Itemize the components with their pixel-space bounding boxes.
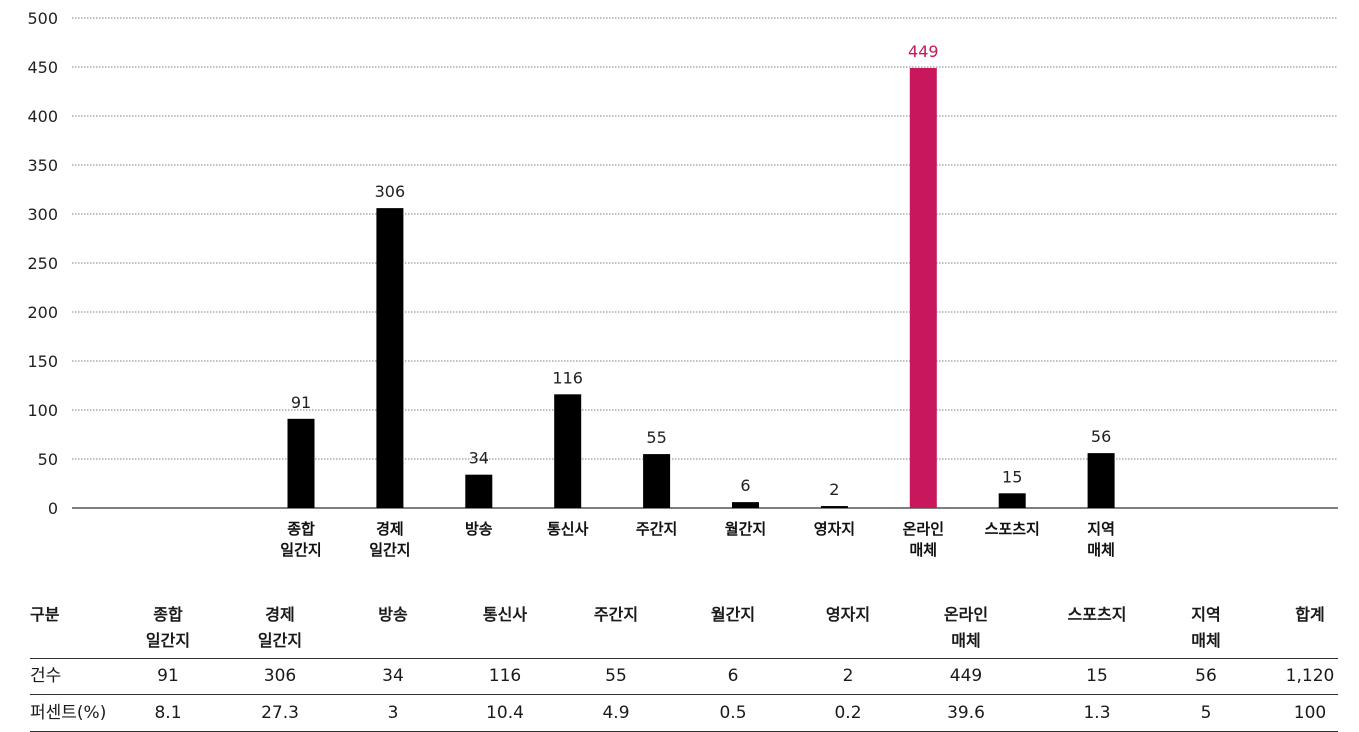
table-header-cell: 통신사	[482, 605, 528, 624]
data-label: 2	[829, 480, 839, 499]
table-cell: 3	[387, 703, 399, 723]
x-tick-label: 주간지	[636, 520, 677, 538]
table-cell: 2	[842, 666, 854, 686]
x-tick-label: 방송	[465, 520, 493, 538]
y-tick-label: 350	[27, 156, 58, 175]
x-tick-label: 경제 일간지	[369, 520, 410, 559]
value-labels: 91 306 34 116 55 6 2 449 15 56	[291, 42, 1111, 499]
table-cell: 100	[1293, 703, 1327, 723]
table-header-cell: 스포츠지	[1067, 605, 1127, 624]
y-tick-label: 50	[38, 450, 58, 469]
x-tick-label: 스포츠지	[985, 520, 1040, 538]
table-cell: 39.6	[947, 703, 985, 723]
table-cell: 1.3	[1083, 703, 1111, 723]
y-tick-label: 500	[27, 9, 58, 28]
y-tick-label: 150	[27, 352, 58, 371]
y-axis: 0 50 100 150 200 250 300 350 400 450 500	[27, 9, 58, 518]
y-tick-label: 200	[27, 303, 58, 322]
bar	[465, 474, 493, 508]
table-cell: 55	[605, 666, 627, 686]
y-tick-label: 100	[27, 401, 58, 420]
bar	[732, 502, 759, 508]
bars	[287, 67, 1115, 508]
table-cell: 449	[949, 666, 983, 686]
x-tick-label: 종합 일간지	[280, 520, 321, 559]
bar	[287, 418, 315, 508]
table-cell: 27.3	[261, 703, 299, 723]
data-label: 55	[646, 428, 666, 447]
data-label: 15	[1002, 467, 1022, 486]
y-tick-label: 300	[27, 205, 58, 224]
table-header-cell: 종합 일간지	[145, 605, 191, 650]
bar	[820, 506, 848, 508]
table-cell: 34	[382, 666, 404, 686]
table-cell: 0.5	[719, 703, 747, 723]
table-cell: 건수	[30, 666, 62, 686]
y-tick-label: 400	[27, 107, 58, 126]
table-cell: 15	[1086, 666, 1108, 686]
table-rule	[30, 694, 1338, 695]
x-tick-label: 통신사	[547, 520, 589, 538]
table-header-cell: 합계	[1295, 605, 1325, 624]
bar-chart: 0 50 100 150 200 250 300 350 400 450 500 91 306 34 11…	[27, 9, 1338, 559]
table-header-cell: 영자지	[825, 605, 871, 624]
data-label: 6	[740, 476, 750, 495]
data-label: 34	[469, 449, 489, 468]
table-cell: 116	[488, 666, 522, 686]
table-cell: 4.9	[602, 703, 630, 723]
bar	[998, 493, 1026, 508]
bar	[1087, 453, 1115, 508]
x-tick-label: 온라인 매체	[903, 520, 944, 559]
data-label: 91	[291, 393, 311, 412]
table-header-cell: 방송	[378, 605, 408, 624]
bar	[643, 454, 671, 508]
bar	[554, 394, 582, 508]
y-tick-label: 0	[48, 499, 58, 518]
x-tick-label: 지역 매체	[1087, 520, 1115, 559]
table-header-cell: 구분	[30, 605, 60, 624]
table-cell: 1,120	[1285, 666, 1335, 686]
y-tick-label: 250	[27, 254, 58, 273]
table-header-cell: 경제 일간지	[257, 605, 303, 650]
x-tick-label: 영자지	[814, 520, 855, 538]
table-header-cell: 월간지	[710, 605, 756, 624]
grid-lines	[72, 17, 1338, 509]
x-tick-label: 월간지	[725, 520, 766, 538]
table-cell: 6	[727, 666, 739, 686]
table-rule	[30, 658, 1338, 659]
data-label: 116	[552, 368, 583, 387]
data-label: 449	[908, 42, 939, 61]
y-tick-label: 450	[27, 58, 58, 77]
data-label: 56	[1091, 427, 1111, 446]
x-axis: 종합 일간지 경제 일간지 방송 통신사 주간지 월간지 영자지 온라인 매체 스포츠지 지역 매체	[280, 520, 1115, 559]
table-cell: 56	[1195, 666, 1217, 686]
table-cell: 8.1	[154, 703, 182, 723]
bar	[376, 208, 404, 508]
table-cell: 91	[157, 666, 179, 686]
table-cell: 306	[263, 666, 297, 686]
table-header-cell: 온라인 매체	[943, 605, 989, 650]
bar	[909, 67, 937, 508]
table-header-cell: 지역 매체	[1191, 605, 1221, 650]
table-cell: 퍼센트(%)	[30, 703, 107, 723]
table-cell: 0.2	[834, 703, 862, 723]
data-label: 306	[375, 182, 406, 201]
table-cell: 10.4	[486, 703, 524, 723]
table-header-cell: 주간지	[593, 605, 639, 624]
table-cell: 5	[1200, 703, 1212, 723]
